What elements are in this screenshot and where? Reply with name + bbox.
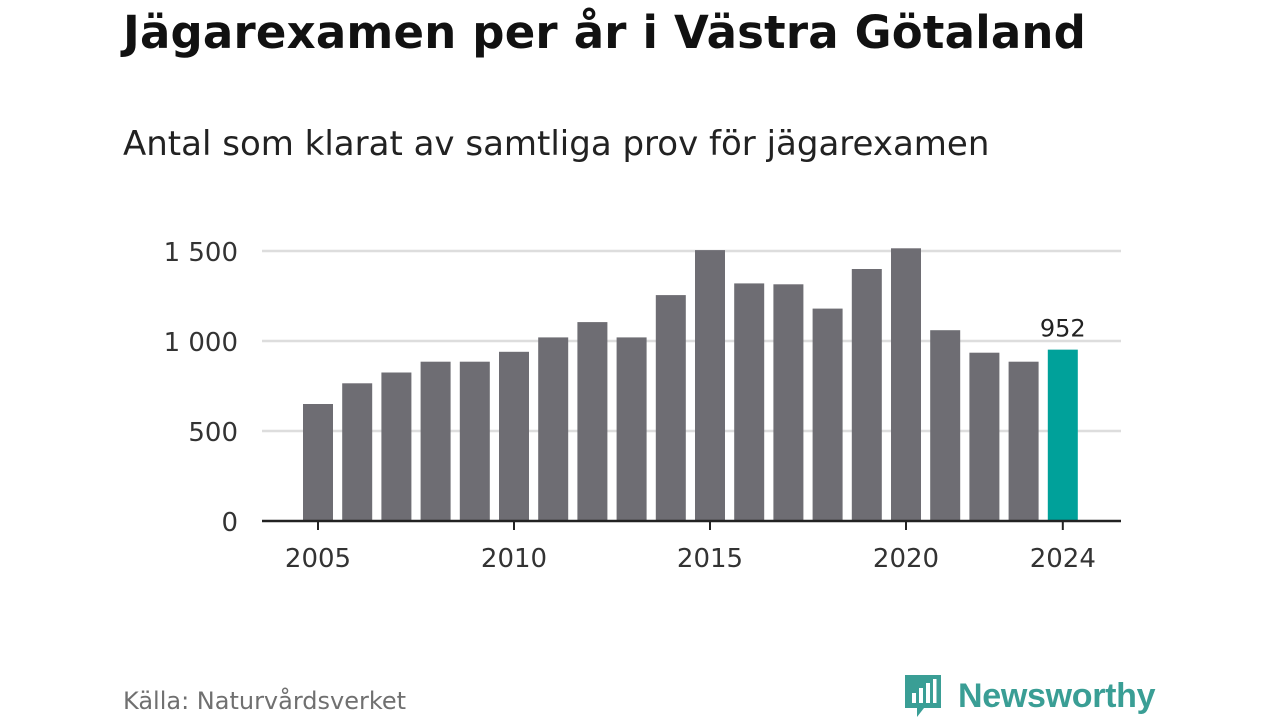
newsworthy-logo-icon <box>905 675 941 717</box>
bars <box>303 248 1078 522</box>
data-label: 952 <box>1040 315 1086 343</box>
y-tick-label: 500 <box>188 418 238 448</box>
bar <box>734 283 765 521</box>
bar <box>538 337 569 521</box>
chart-title: Jägarexamen per år i Västra Götaland <box>123 6 1087 59</box>
x-tick-label: 2015 <box>677 544 743 574</box>
bar <box>891 248 921 522</box>
x-tick-label: 2005 <box>285 544 351 574</box>
labels: 0 500 1 000 1 500 2005 2010 2015 2020 2024 952 <box>164 238 1096 574</box>
chart-subtitle: Antal som klarat av samtliga prov för jä… <box>123 124 990 164</box>
bar <box>499 351 529 521</box>
bar <box>969 352 1000 521</box>
bar <box>930 330 961 521</box>
bar <box>459 361 490 521</box>
brand-name: Newsworthy <box>958 676 1156 715</box>
x-tick-label: 2010 <box>481 544 547 574</box>
x-tick-label: 2024 <box>1030 544 1096 574</box>
y-tick-label: 0 <box>221 508 238 538</box>
axes <box>262 519 1121 530</box>
bar <box>812 308 843 521</box>
y-tick-label: 1 500 <box>164 238 238 268</box>
bar <box>1008 361 1039 521</box>
bar <box>342 383 373 521</box>
bar <box>773 284 804 521</box>
x-tick-label: 2020 <box>873 544 939 574</box>
bar <box>695 250 725 521</box>
bar <box>851 269 882 521</box>
bar <box>655 295 686 521</box>
bar <box>303 404 333 521</box>
bar <box>381 372 412 521</box>
bar <box>420 361 451 521</box>
bar <box>577 322 608 521</box>
y-tick-label: 1 000 <box>164 328 238 358</box>
bar <box>616 337 647 521</box>
brand-logo: Newsworthy <box>902 672 1156 720</box>
source-note: Källa: Naturvårdsverket <box>123 687 407 715</box>
bar-highlight <box>1047 349 1078 521</box>
